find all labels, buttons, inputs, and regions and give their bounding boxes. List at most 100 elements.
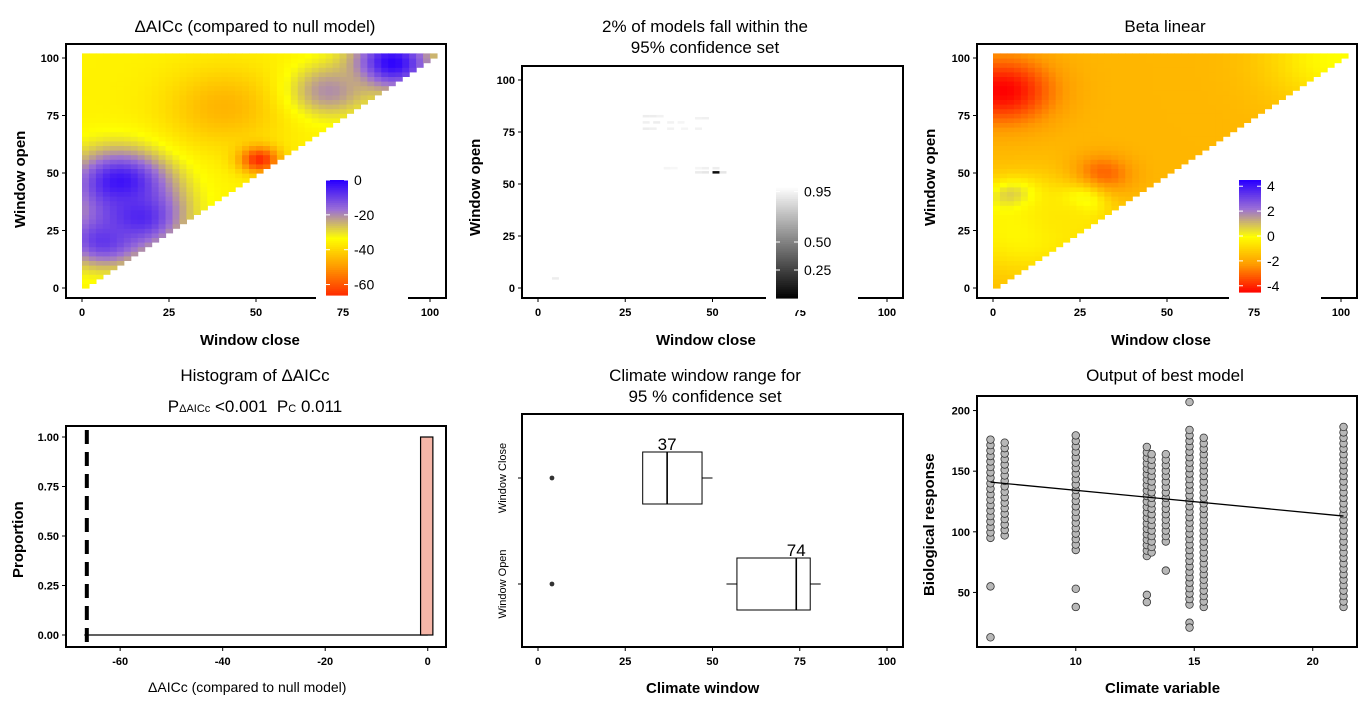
heatmap-cell	[82, 205, 90, 211]
heatmap-cell	[1173, 71, 1182, 77]
heatmap-cell	[1104, 99, 1112, 105]
colorbar-segment	[326, 279, 348, 283]
heatmap-cell	[276, 53, 285, 59]
heatmap-cell	[95, 168, 104, 174]
heatmap-cell	[339, 81, 348, 87]
heatmap-cell	[1062, 150, 1071, 156]
heatmap-cell	[1160, 140, 1168, 146]
heatmap-cell	[262, 62, 271, 68]
heatmap-cell	[1111, 154, 1119, 160]
heatmap-cell	[82, 108, 90, 114]
heatmap-cell	[1104, 94, 1112, 100]
heatmap-cell	[235, 76, 243, 82]
heatmap-cell	[1083, 177, 1092, 183]
heatmap-cell	[151, 140, 160, 146]
heatmap-cell	[88, 159, 97, 165]
heatmap-cell	[1027, 154, 1036, 160]
heatmap-cell	[1320, 67, 1328, 73]
heatmap-cell	[1236, 108, 1245, 114]
heatmap-cell	[1090, 150, 1098, 156]
heatmap-cell	[304, 94, 313, 100]
heatmap-cell	[242, 113, 250, 119]
heatmap-cell	[256, 108, 264, 114]
heatmap-cell	[235, 154, 243, 160]
heatmap-cell	[1208, 136, 1217, 142]
heatmap-cell	[165, 113, 174, 119]
colorbar-segment	[1239, 187, 1261, 190]
heatmap-cell	[1215, 85, 1224, 91]
heatmap-cell	[999, 145, 1008, 151]
colorbar-segment	[1239, 228, 1261, 231]
x-tick-label: 100	[878, 307, 896, 319]
colorbar-segment	[326, 252, 348, 256]
heatmap-cell	[262, 113, 271, 119]
heatmap-cell	[1076, 182, 1085, 188]
heatmap-cell	[123, 113, 132, 119]
heatmap-cell	[130, 214, 139, 220]
heatmap-cell	[1153, 150, 1161, 156]
heatmap-cell	[1215, 71, 1224, 77]
heatmap-cell	[304, 113, 313, 119]
heatmap-cell	[1153, 76, 1161, 82]
heatmap-cell	[123, 182, 132, 188]
heatmap-cell	[1250, 94, 1259, 100]
heatmap-cell	[137, 205, 146, 211]
heatmap-cell	[1062, 168, 1071, 174]
confidence-cell	[649, 114, 657, 118]
heatmap-cell	[165, 81, 174, 87]
heatmap-cell	[1027, 232, 1036, 238]
heatmap-cell	[1125, 196, 1133, 202]
heatmap-cell	[1125, 71, 1133, 77]
heatmap-cell	[235, 108, 243, 114]
heatmap-cell	[1104, 122, 1112, 128]
heatmap-cell	[1013, 214, 1022, 220]
heatmap-cell	[993, 127, 1001, 133]
heatmap-cell	[283, 108, 292, 114]
heatmap-cell	[137, 127, 146, 133]
heatmap-cell	[88, 145, 97, 151]
heatmap-cell	[123, 58, 132, 64]
colorbar-segment	[1239, 284, 1261, 287]
heatmap-cell	[193, 122, 201, 128]
heatmap-cell	[1208, 108, 1217, 114]
panel5-title-line1: Climate window range for	[609, 366, 801, 385]
heatmap-cell	[1055, 145, 1064, 151]
heatmap-cell	[1069, 186, 1078, 192]
heatmap-cell	[1146, 85, 1154, 91]
heatmap-cell	[109, 90, 118, 96]
colorbar-segment	[1239, 258, 1261, 261]
heatmap-cell	[200, 76, 208, 82]
heatmap-cell	[214, 81, 222, 87]
heatmap-cell	[1020, 71, 1029, 77]
panel6-title: Output of best model	[1086, 366, 1244, 385]
heatmap-cell	[1041, 94, 1050, 100]
heatmap-cell	[339, 67, 348, 73]
heatmap-cell	[186, 163, 194, 169]
heatmap-cell	[1271, 71, 1279, 77]
heatmap-cell	[276, 94, 285, 100]
heatmap-cell	[88, 237, 97, 243]
heatmap-cell	[242, 71, 250, 77]
heatmap-cell	[144, 85, 153, 91]
heatmap-cell	[1097, 85, 1105, 91]
heatmap-cell	[269, 150, 278, 156]
heatmap-cell	[158, 108, 167, 114]
heatmap-cell	[95, 177, 104, 183]
heatmap-cell	[123, 205, 132, 211]
x-tick-label: 25	[1074, 307, 1086, 319]
heatmap-cell	[1013, 127, 1022, 133]
heatmap-cell	[1013, 113, 1022, 119]
heatmap-cell	[109, 205, 118, 211]
heatmap-cell	[151, 237, 160, 243]
heatmap-cell	[1167, 127, 1175, 133]
heatmap-cell	[1062, 196, 1071, 202]
colorbar-segment	[776, 215, 798, 219]
heatmap-cell	[1083, 81, 1092, 87]
heatmap-cell	[123, 94, 132, 100]
heatmap-cell	[1048, 62, 1057, 68]
heatmap-cell	[165, 205, 174, 211]
heatmap-cell	[1299, 67, 1307, 73]
heatmap-cell	[130, 246, 139, 252]
heatmap-cell	[1229, 94, 1238, 100]
heatmap-cell	[82, 228, 90, 234]
